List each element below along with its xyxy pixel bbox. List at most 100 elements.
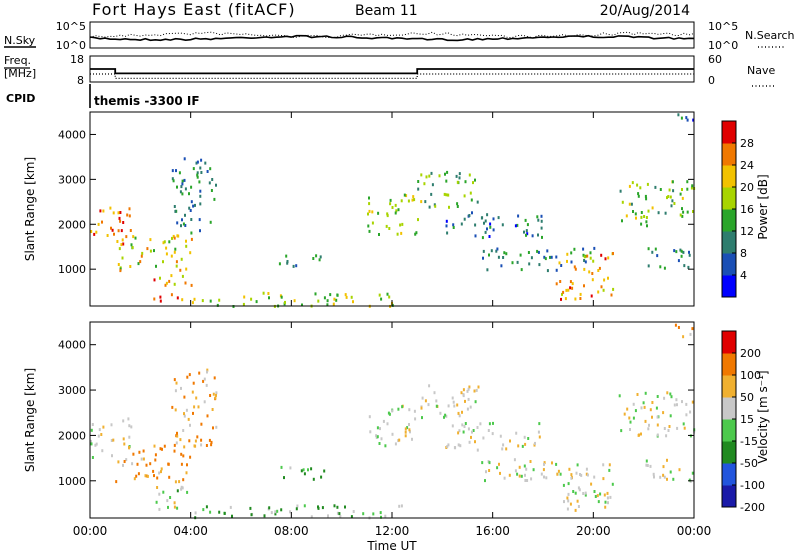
echo-cell-9 (499, 471, 501, 475)
velocity-colorbar: 200 100 50 15 -15 -50 -100 -200 (721, 330, 765, 514)
cpid-label: CPID (6, 92, 35, 105)
echo-cell-6 (415, 231, 418, 235)
echo-cell-5 (302, 468, 305, 472)
echo-cell-4 (336, 511, 339, 515)
echo-cell-1 (132, 235, 135, 239)
echo-cell-1 (131, 462, 134, 466)
colorbar-tick-label: 200 (740, 347, 761, 360)
echo-cell-10 (555, 282, 558, 286)
xtick-label: 08:00 (274, 524, 309, 538)
echo-cell-8 (540, 219, 543, 223)
echo-cell-11 (632, 402, 635, 406)
echo-cell-11 (649, 408, 652, 412)
echo-cell-9 (583, 259, 586, 262)
echo-cell-2 (188, 206, 191, 210)
echo-cell-4 (267, 292, 270, 295)
echo-cell-6 (368, 209, 371, 213)
echo-cell-8 (457, 431, 460, 435)
echo-cell-3 (159, 299, 162, 303)
echo-cell-13 (680, 116, 683, 120)
echo-cell-2 (179, 190, 182, 194)
echo-cell-5 (319, 255, 322, 259)
echo-cell-2 (215, 391, 218, 395)
echo-cell-0 (125, 458, 128, 462)
echo-cell-2 (209, 394, 212, 397)
echo-cell-10 (579, 473, 581, 476)
echo-cell-11 (676, 426, 679, 430)
echo-cell-8 (460, 222, 463, 226)
echo-cell-0 (93, 232, 96, 236)
echo-cell-10 (566, 259, 568, 263)
power-colorbar-label: Power [dB] (756, 174, 770, 239)
echo-cell-1 (171, 236, 173, 240)
echo-cell-11 (656, 423, 659, 427)
echo-cell-11 (663, 396, 666, 400)
echo-cell-2 (200, 422, 203, 426)
echo-cell-10 (592, 259, 595, 263)
echo-cell-11 (656, 395, 659, 398)
echo-cell-3 (166, 499, 169, 503)
echo-cell-10 (577, 505, 580, 508)
echo-cell-7 (457, 411, 460, 415)
echo-cell-3 (169, 496, 172, 499)
echo-cell-6 (400, 199, 403, 203)
echo-cell-1 (121, 256, 124, 260)
echo-cell-9 (498, 462, 500, 466)
echo-cell-1 (133, 477, 136, 481)
echo-cell-4 (362, 512, 365, 516)
echo-cell-7 (462, 393, 465, 397)
echo-cell-6 (397, 208, 400, 212)
echo-cell-6 (398, 438, 401, 442)
echo-cell-11 (671, 180, 674, 184)
echo-cell-2 (175, 381, 178, 385)
echo-cell-2 (211, 178, 214, 181)
echo-cell-4 (317, 505, 319, 509)
echo-cell-12 (677, 259, 680, 263)
echo-cell-10 (604, 257, 607, 261)
echo-cell-2 (198, 371, 201, 375)
echo-cell-4 (384, 514, 387, 518)
echo-cell-10 (594, 495, 597, 498)
echo-cell-1 (153, 249, 155, 253)
echo-cell-1 (140, 254, 143, 258)
echo-cell-12 (683, 264, 686, 268)
echo-cell-4 (333, 297, 336, 301)
echo-cell-2 (203, 377, 206, 381)
echo-cell-12 (691, 471, 694, 475)
echo-cell-2 (199, 229, 201, 233)
echo-cell-2 (198, 180, 201, 184)
echo-cell-10 (559, 472, 562, 476)
echo-cell-10 (578, 488, 581, 492)
echo-cell-11 (667, 429, 670, 432)
echo-cell-2 (203, 400, 206, 404)
echo-cell-2 (188, 373, 191, 377)
echo-cell-2 (184, 187, 187, 191)
echo-cell-11 (637, 194, 640, 198)
echo-cell-10 (607, 276, 609, 280)
echo-cell-1 (128, 445, 130, 449)
echo-cell-11 (662, 411, 665, 415)
echo-cell-2 (186, 375, 189, 379)
colorbar-swatch (722, 375, 736, 398)
echo-cell-4 (295, 507, 298, 511)
echo-cell-1 (146, 474, 149, 478)
echo-cell-10 (588, 270, 591, 274)
echo-cell-2 (180, 386, 182, 390)
xtick-label: 12:00 (375, 524, 410, 538)
echo-cell-2 (174, 408, 177, 412)
echo-cell-9 (536, 249, 539, 253)
echo-cell-10 (612, 287, 615, 291)
echo-cell-6 (380, 437, 383, 441)
echo-cell-7 (474, 178, 476, 182)
echo-cell-12 (680, 249, 683, 253)
echo-cell-1 (161, 447, 163, 451)
echo-cell-10 (603, 493, 606, 497)
echo-cell-8 (446, 445, 449, 449)
echo-cell-2 (190, 218, 193, 221)
echo-cell-4 (339, 515, 342, 518)
echo-cell-11 (655, 406, 658, 410)
echo-cell-2 (210, 440, 213, 444)
echo-cell-2 (215, 393, 217, 397)
echo-cell-2 (189, 209, 192, 212)
